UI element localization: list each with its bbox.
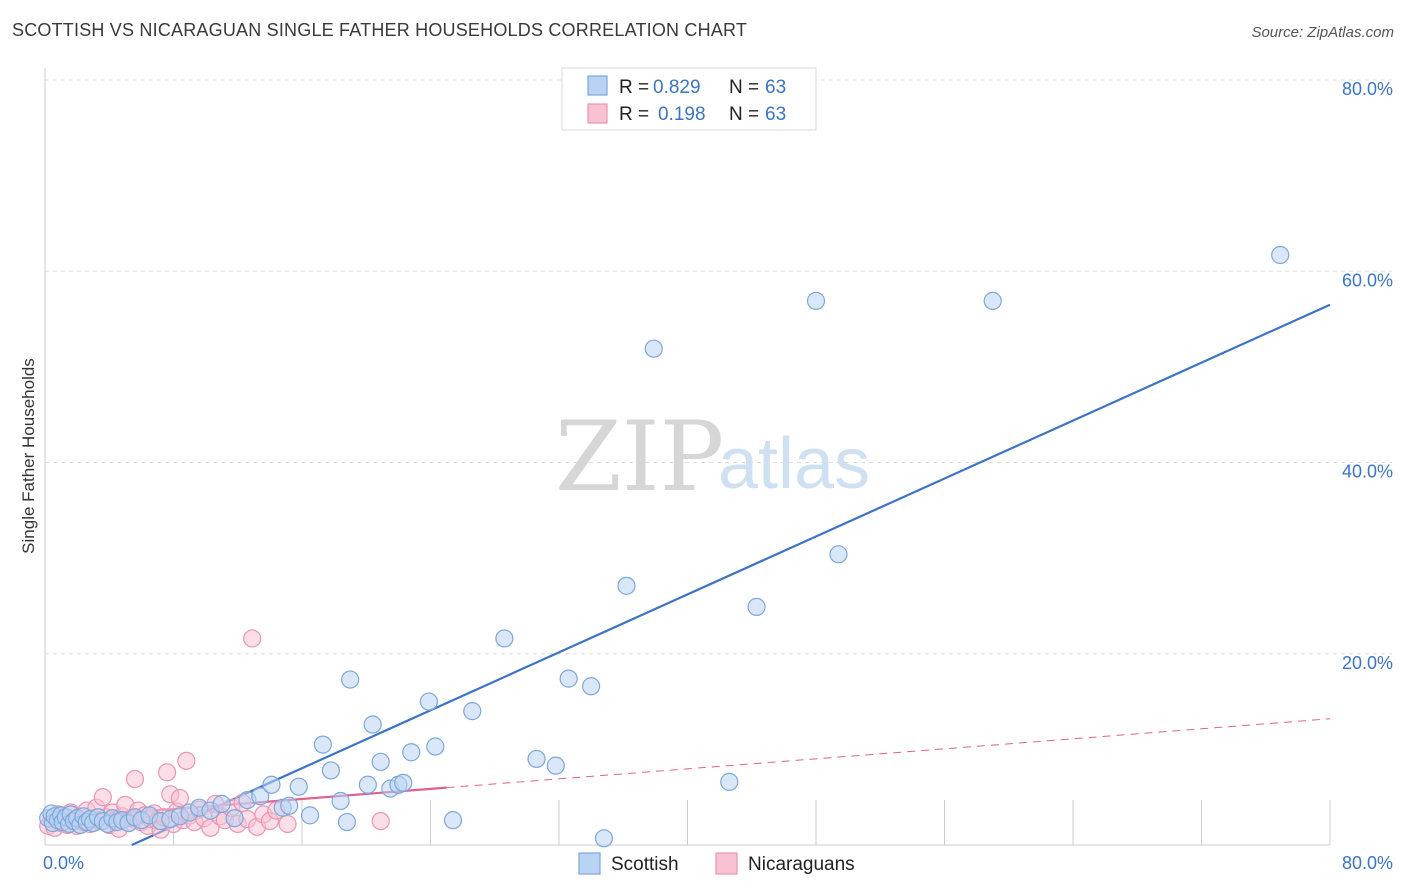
nicaraguan-point — [177, 751, 196, 770]
scottish-point — [337, 812, 357, 832]
scottish-point — [644, 339, 663, 358]
scottish-point — [225, 809, 244, 828]
legend: Scottish Nicaraguans — [578, 852, 855, 875]
watermark: ZIP atlas — [555, 401, 870, 513]
y-tick-label: 80.0% — [1342, 79, 1393, 99]
y-tick-label: 40.0% — [1342, 462, 1393, 482]
chart-source: Source: ZipAtlas.com — [1251, 24, 1394, 41]
stats-r-label-scottish: R = — [619, 77, 649, 98]
scottish-point — [527, 749, 546, 769]
scottish-point — [363, 715, 382, 734]
scottish-trendline — [131, 303, 1331, 847]
trendlines — [44, 303, 1331, 847]
scottish-point — [419, 692, 438, 711]
scottish-point — [321, 761, 341, 780]
stats-r-value-nicaraguans: 0.198 — [658, 104, 706, 125]
scottish-point — [212, 794, 231, 813]
x-tick-label: 0.0% — [43, 853, 84, 873]
scottish-point — [300, 806, 320, 825]
scottish-point — [371, 752, 390, 771]
scottish-point — [394, 773, 413, 792]
watermark-zip: ZIP — [555, 401, 724, 513]
scottish-point — [983, 291, 1002, 310]
scottish-point — [829, 545, 848, 564]
nicaraguan-point — [93, 788, 112, 807]
scottish-point — [582, 677, 601, 696]
scottish-point — [720, 772, 739, 791]
scottish-point — [280, 796, 299, 815]
tick-labels: 20.0% 40.0% 60.0% 80.0% 0.0% 80.0% — [43, 79, 1393, 873]
scottish-point — [443, 811, 463, 830]
nicaraguan-point — [243, 629, 262, 648]
y-tick-label: 60.0% — [1342, 270, 1393, 290]
scottish-point — [594, 829, 614, 848]
stats-n-label-scottish: N = — [729, 77, 759, 98]
scottish-point — [1271, 245, 1290, 265]
data-points — [39, 245, 1290, 848]
scottish-point — [546, 756, 565, 775]
stats-n-label-nicaraguans: N = — [729, 104, 759, 125]
stats-r-label-nicaraguans: R = — [619, 104, 649, 125]
nicaraguan-point — [157, 763, 177, 782]
scottish-point — [747, 597, 766, 616]
x-tick-label: 80.0% — [1342, 853, 1393, 873]
stats-n-value-nicaraguans: 63 — [765, 104, 786, 125]
nicaraguan-point — [278, 814, 297, 834]
legend-swatch-scottish — [578, 852, 601, 875]
stats-swatch-nicaraguans — [587, 103, 608, 124]
scottish-point — [251, 787, 270, 806]
legend-label-nicaraguans: Nicaraguans — [748, 854, 855, 875]
grid-layer — [44, 79, 1392, 845]
scottish-point — [559, 669, 578, 688]
scottish-point — [289, 777, 308, 796]
stats-box: R = 0.829 N = 63 R = 0.198 N = 63 — [561, 67, 817, 131]
nicaraguan-point — [125, 769, 145, 789]
legend-swatch-nicaraguans — [715, 852, 738, 875]
scottish-point — [331, 791, 350, 811]
scottish-point — [463, 702, 482, 721]
y-axis-title: Single Father Households — [19, 358, 38, 554]
scottish-point — [341, 670, 360, 689]
scottish-point — [426, 737, 445, 756]
y-tick-label: 20.0% — [1342, 653, 1393, 673]
watermark-atlas: atlas — [718, 424, 870, 504]
axis-layer — [44, 68, 1330, 846]
legend-label-scottish: Scottish — [611, 854, 679, 875]
scottish-point — [806, 291, 826, 310]
scottish-point — [617, 576, 636, 595]
nicaraguan-point — [170, 789, 190, 808]
scottish-point — [358, 775, 377, 794]
nicaraguan-trendline-dashed — [446, 718, 1331, 789]
scottish-point — [262, 775, 281, 794]
stats-swatch-scottish — [587, 75, 608, 96]
chart-title: SCOTTISH VS NICARAGUAN SINGLE FATHER HOU… — [12, 20, 748, 40]
scottish-point — [495, 629, 514, 648]
scottish-point — [313, 735, 332, 754]
stats-n-value-scottish: 63 — [765, 77, 786, 98]
stats-r-value-scottish: 0.829 — [653, 77, 701, 98]
scottish-point — [402, 743, 421, 762]
nicaraguan-point — [371, 811, 390, 831]
